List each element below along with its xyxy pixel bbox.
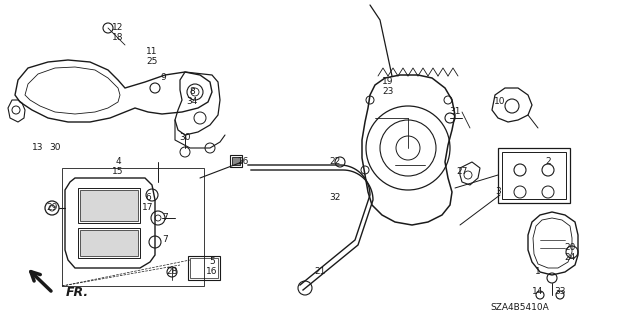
Text: 32: 32: [330, 194, 340, 203]
Text: 15: 15: [112, 167, 124, 176]
Bar: [232, 157, 240, 165]
Text: 7: 7: [162, 235, 168, 244]
Bar: [498, 148, 570, 203]
Bar: [80, 230, 138, 256]
Text: 24: 24: [564, 254, 575, 263]
Text: 29: 29: [46, 204, 58, 212]
Text: 26: 26: [237, 158, 249, 167]
Bar: [230, 155, 242, 167]
Text: 1: 1: [535, 268, 541, 277]
Text: 6: 6: [145, 194, 151, 203]
Text: 14: 14: [532, 287, 544, 296]
Text: 30: 30: [49, 144, 61, 152]
Bar: [62, 168, 204, 286]
Bar: [78, 228, 140, 258]
Text: 19: 19: [382, 78, 394, 86]
Bar: [188, 256, 220, 280]
Text: 11: 11: [147, 48, 157, 56]
Text: 16: 16: [206, 268, 218, 277]
Text: 33: 33: [554, 287, 566, 296]
Text: 9: 9: [160, 73, 166, 83]
Text: 18: 18: [112, 33, 124, 42]
Text: 30: 30: [179, 133, 191, 143]
Bar: [190, 258, 218, 278]
Text: 31: 31: [449, 108, 461, 116]
Text: 7: 7: [162, 213, 168, 222]
Text: SZA4B5410A: SZA4B5410A: [490, 303, 548, 313]
Text: 22: 22: [330, 158, 340, 167]
Text: 21: 21: [314, 268, 326, 277]
Bar: [78, 188, 140, 223]
Text: 17: 17: [142, 204, 154, 212]
Text: 3: 3: [495, 188, 501, 197]
Bar: [80, 190, 138, 221]
Text: 23: 23: [382, 87, 394, 97]
Text: 34: 34: [186, 98, 198, 107]
Text: 28: 28: [166, 268, 178, 277]
Text: 13: 13: [32, 144, 44, 152]
Bar: [502, 152, 566, 199]
Text: 2: 2: [545, 158, 551, 167]
Text: 27: 27: [456, 167, 468, 176]
Text: 20: 20: [564, 243, 576, 253]
Text: 8: 8: [189, 87, 195, 97]
Text: 25: 25: [147, 57, 157, 66]
Text: 12: 12: [112, 24, 124, 33]
Text: 4: 4: [115, 158, 121, 167]
Text: 5: 5: [209, 257, 215, 266]
Text: 10: 10: [494, 98, 506, 107]
Text: FR.: FR.: [66, 286, 89, 300]
